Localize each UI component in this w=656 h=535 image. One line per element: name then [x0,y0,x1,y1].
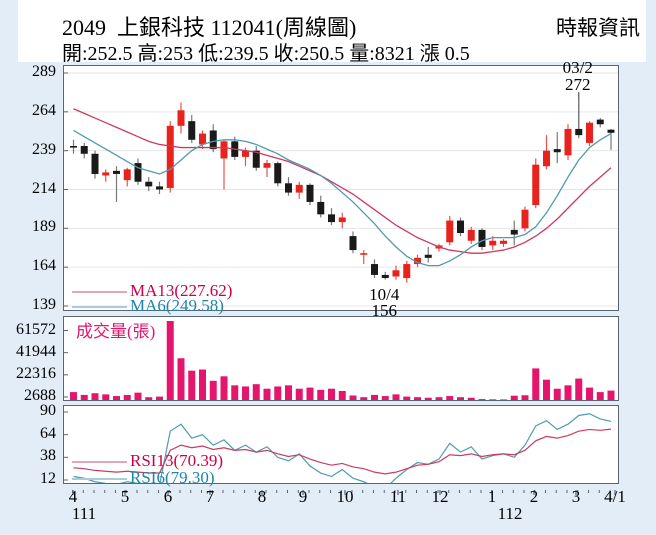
price-axis-label: 239 [32,140,56,158]
low-annotation-price: 156 [371,300,398,320]
x-axis-month-label: 12 [431,487,449,506]
rsi-panel [63,405,619,484]
rsi6-legend-label: RSI6(79.30) [130,468,215,487]
high-annotation-date: 03/2 [562,58,593,77]
page-title: 2049 上銀科技 112041(周線圖) [62,15,357,40]
volume-bars [64,321,615,400]
rsi-axis-label: 38 [40,447,56,465]
x-axis-tickstrip [63,483,618,495]
ma13-legend-line [72,291,127,293]
price-axis-label: 264 [32,101,56,119]
rsi-axis-label: 12 [40,470,56,487]
volume-axis-label: 61572 [16,320,56,338]
volume-panel [63,316,619,401]
x-axis-month-label: 11 [389,487,407,506]
x-axis-month-label: 10 [336,487,354,506]
rsi-axis-label: 64 [40,424,56,442]
main-chart-panel [63,65,619,311]
price-axis-label: 214 [32,179,56,197]
candlestick-chart [64,72,618,307]
header-background [18,0,646,62]
high-annotation-price: 272 [565,75,591,94]
x-axis-month-label: 5 [120,487,130,506]
ma13-legend-label: MA13(227.62) [130,281,233,300]
rsi13-legend-label: RSI13(70.39) [130,451,224,470]
volume-axis-label: 22316 [16,364,56,382]
price-axis-label: 164 [32,257,56,275]
price-axis-label: 289 [32,63,56,80]
x-axis-month-label: 1 [487,487,497,506]
x-axis-year-label: 111 [71,504,97,523]
x-axis-month-label: 4/1 [604,487,626,506]
x-axis-month-label: 2 [529,487,539,506]
rsi-axis-label: 90 [40,402,56,419]
x-axis-month-label: 8 [257,487,267,506]
x-axis-month-label: 7 [205,487,215,506]
volume-panel-title: 成交量(張) [76,322,156,341]
rsi-lines [64,411,612,483]
price-axis-label: 139 [32,296,56,313]
rsi13-legend-line [72,461,127,463]
ma6-legend-label: MA6(249.58) [130,296,224,315]
brand-label: 時報資訊 [556,16,640,40]
x-axis-month-label: 3 [571,487,581,506]
x-axis-month-label: 4 [68,487,78,506]
low-annotation-date: 10/4 [369,284,400,304]
ma6-legend-line [72,306,127,308]
x-axis-month-label: 6 [163,487,173,506]
ohlc-info-line: 開:252.5 高:253 低:239.5 收:250.5 量:8321 漲 0… [62,43,470,65]
rsi6-legend-line [72,478,127,480]
volume-axis-label: 2688 [24,386,56,404]
price-axis-label: 189 [32,218,56,236]
x-axis-month-label: 9 [298,487,308,506]
volume-axis-label: 41944 [16,342,56,360]
x-axis-year-label: 112 [497,504,523,523]
